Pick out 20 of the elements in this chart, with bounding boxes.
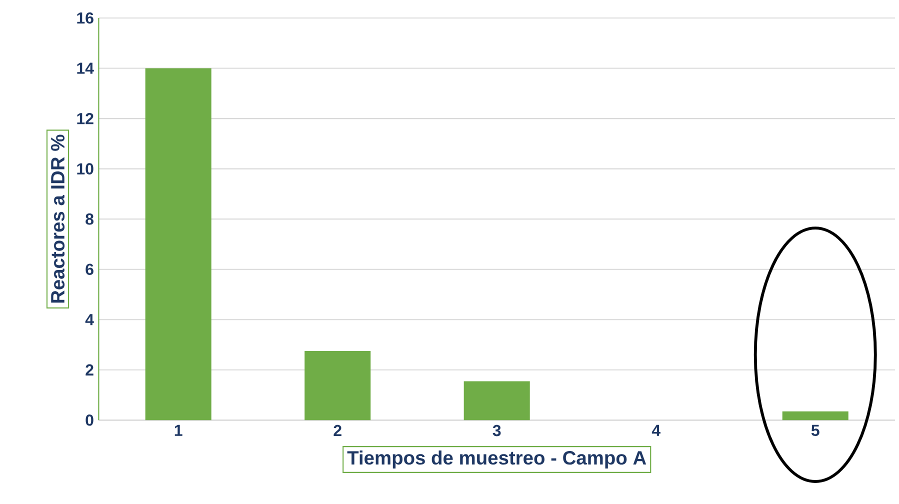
y-tick-label: 6: [86, 264, 94, 275]
y-tick-label: 12: [77, 112, 94, 124]
y-tick-label: 4: [85, 314, 94, 326]
bar: [464, 381, 530, 420]
y-axis-title: Reactores a IDR %: [50, 134, 65, 303]
bar: [782, 411, 848, 420]
y-tick-label: 0: [86, 414, 94, 426]
y-tick-label: 14: [77, 62, 94, 74]
x-tick-label: 1: [174, 424, 182, 436]
x-tick-label: 4: [652, 424, 660, 436]
y-tick-label: 16: [77, 12, 94, 24]
bar: [145, 68, 212, 420]
y-tick-label: 10: [77, 163, 94, 174]
y-tick-label: 2: [86, 364, 94, 376]
x-tick-label: 3: [492, 424, 501, 436]
x-tick-label: 5: [811, 424, 820, 436]
x-tick-label: 2: [334, 424, 342, 436]
y-tick-label: 8: [86, 213, 94, 225]
x-axis-title: Tiempos de muestreo - Campo A: [347, 450, 646, 468]
bar: [304, 350, 371, 420]
